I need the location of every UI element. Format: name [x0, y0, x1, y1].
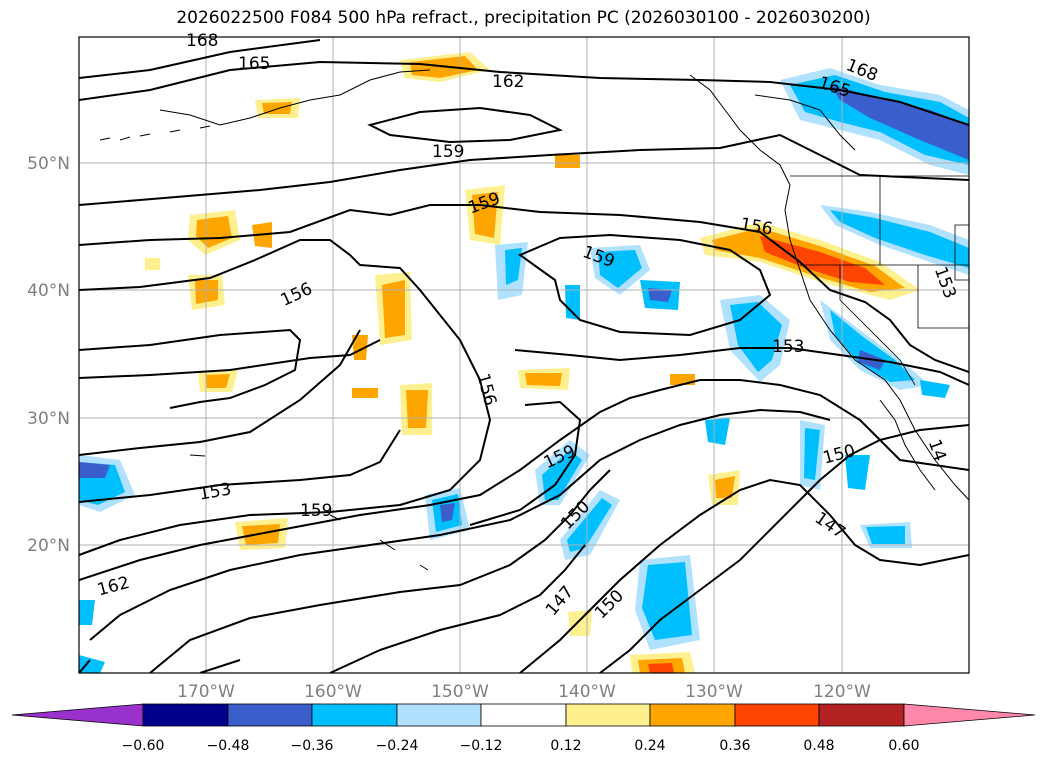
colorbar-tick-label: 0.60	[888, 738, 919, 754]
colorbar-extend-high	[903, 703, 1036, 727]
colorbar-segment	[142, 703, 229, 727]
colorbar-segment	[734, 703, 820, 727]
colorbar-tick-label: 0.12	[550, 738, 581, 754]
lat-tick-label: 50°N	[27, 154, 70, 174]
lat-tick-label: 20°N	[27, 536, 70, 556]
colorbar-segment	[396, 703, 482, 727]
colorbar-tick-label: −0.48	[207, 738, 250, 754]
contour-label: 153	[772, 337, 804, 357]
plot-frame	[78, 36, 970, 674]
colorbar-segment	[480, 703, 567, 727]
height-contours	[79, 39, 969, 673]
colorbar-tick-label: 0.36	[719, 738, 750, 754]
colorbar-segment	[818, 703, 905, 727]
colorbar-tick-label: 0.24	[634, 738, 665, 754]
lat-tick-label: 40°N	[27, 281, 70, 301]
colorbar-tick-label: −0.36	[291, 738, 334, 754]
colorbar-tick-label: −0.12	[460, 738, 503, 754]
colorbar-segment	[227, 703, 313, 727]
contour-label: 159	[432, 142, 464, 162]
contour-label: 165	[238, 54, 270, 74]
contour-label: 159	[300, 501, 332, 521]
precip-shading	[79, 52, 969, 673]
colorbar-tick-label: −0.60	[122, 738, 165, 754]
colorbar-ticks: −0.60 −0.48 −0.36 −0.24 −0.12 0.12 0.24 …	[122, 738, 920, 754]
political-borders	[790, 175, 969, 386]
lon-tick-label: 120°W	[813, 682, 871, 702]
colorbar-segment	[649, 703, 736, 727]
lon-tick-label: 170°W	[177, 682, 235, 702]
lon-tick-label: 160°W	[304, 682, 362, 702]
latitude-ticks: 50°N 40°N 30°N 20°N	[27, 154, 70, 556]
contour-label: 168	[186, 31, 218, 51]
colorbar-segment	[565, 703, 651, 727]
colorbar-extend-low	[11, 703, 144, 727]
plot-area	[79, 37, 969, 673]
contour-label: 162	[492, 72, 524, 92]
grid-lines	[79, 37, 969, 673]
coastlines	[99, 69, 969, 571]
colorbar-segment	[311, 703, 398, 727]
colorbar	[11, 703, 1036, 727]
lat-tick-label: 30°N	[27, 409, 70, 429]
lon-tick-label: 150°W	[431, 682, 489, 702]
lon-tick-label: 130°W	[685, 682, 743, 702]
colorbar-tick-label: 0.48	[803, 738, 834, 754]
map-title: 2026022500 F084 500 hPa refract., precip…	[176, 8, 871, 28]
longitude-ticks: 170°W 160°W 150°W 140°W 130°W 120°W	[177, 682, 871, 702]
colorbar-tick-label: −0.24	[376, 738, 419, 754]
lon-tick-label: 140°W	[558, 682, 616, 702]
